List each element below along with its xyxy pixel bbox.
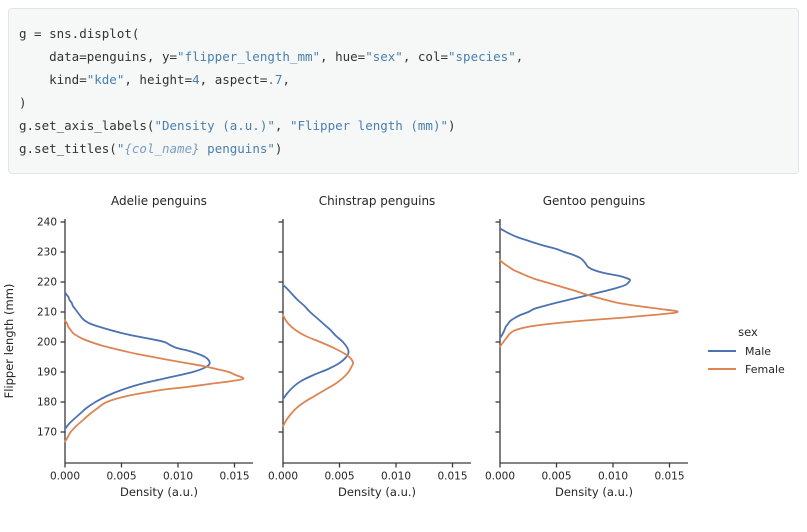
kde-facet-chart: 170 180 190 200 210 220 230 240 0.000 0.005 0.010 0… bbox=[2, 194, 785, 499]
kde-curve-male bbox=[64, 291, 211, 430]
x-axis-label: Density (a.u.) bbox=[338, 485, 416, 499]
x-axis-label: Density (a.u.) bbox=[120, 485, 198, 499]
x-tick-label: 0.000 bbox=[50, 471, 80, 483]
code-line: g.set_titles("{col_name} penguins") bbox=[19, 141, 283, 156]
y-axis-label: Flipper length (mm) bbox=[2, 284, 16, 399]
kde-curve-male bbox=[282, 284, 350, 400]
chart-area: 170 180 190 200 210 220 230 240 0.000 0.005 0.010 0… bbox=[0, 192, 807, 532]
x-tick-label: 0.015 bbox=[654, 471, 684, 483]
x-tick-label: 0.015 bbox=[437, 471, 467, 483]
x-tick-label: 0.010 bbox=[163, 471, 193, 483]
x-tick-label: 0.000 bbox=[268, 471, 298, 483]
y-tick-label: 210 bbox=[37, 307, 57, 319]
x-tick-label: 0.000 bbox=[485, 471, 515, 483]
code-line: kind="kde", height=4, aspect=.7, bbox=[19, 72, 290, 87]
x-axis-label: Density (a.u.) bbox=[555, 485, 633, 499]
x-tick-label: 0.005 bbox=[106, 471, 136, 483]
code-line: g = sns.displot( bbox=[19, 26, 140, 41]
facet-title: Adelie penguins bbox=[111, 194, 207, 208]
y-tick-label: 190 bbox=[37, 367, 57, 379]
y-tick-label: 170 bbox=[37, 427, 57, 439]
x-tick-label: 0.005 bbox=[541, 471, 571, 483]
y-tick-label: 200 bbox=[37, 337, 57, 349]
code-text: g = sns.displot( data=penguins, y="flipp… bbox=[19, 22, 788, 160]
kde-curve-female bbox=[282, 314, 355, 427]
kde-curve-female bbox=[64, 319, 245, 443]
code-line: g.set_axis_labels("Density (a.u.)", "Fli… bbox=[19, 118, 456, 133]
code-block: g = sns.displot( data=penguins, y="flipp… bbox=[8, 8, 799, 174]
facet-title: Chinstrap penguins bbox=[319, 194, 436, 208]
y-tick-label: 180 bbox=[37, 397, 57, 409]
x-tick-label: 0.010 bbox=[381, 471, 411, 483]
y-tick-label: 240 bbox=[37, 217, 57, 229]
legend-label-female: Female bbox=[745, 363, 785, 376]
x-tick-label: 0.015 bbox=[219, 471, 249, 483]
facet-title: Gentoo penguins bbox=[543, 194, 646, 208]
y-tick-label: 220 bbox=[37, 277, 57, 289]
x-tick-label: 0.005 bbox=[324, 471, 354, 483]
legend-title: sex bbox=[738, 325, 758, 339]
y-tick-label: 230 bbox=[37, 247, 57, 259]
code-line: data=penguins, y="flipper_length_mm", hu… bbox=[19, 49, 524, 64]
legend-label-male: Male bbox=[745, 345, 771, 358]
code-line: ) bbox=[19, 95, 27, 110]
x-tick-label: 0.010 bbox=[598, 471, 628, 483]
kde-curve-female bbox=[499, 259, 679, 348]
kde-curve-male bbox=[499, 227, 631, 339]
